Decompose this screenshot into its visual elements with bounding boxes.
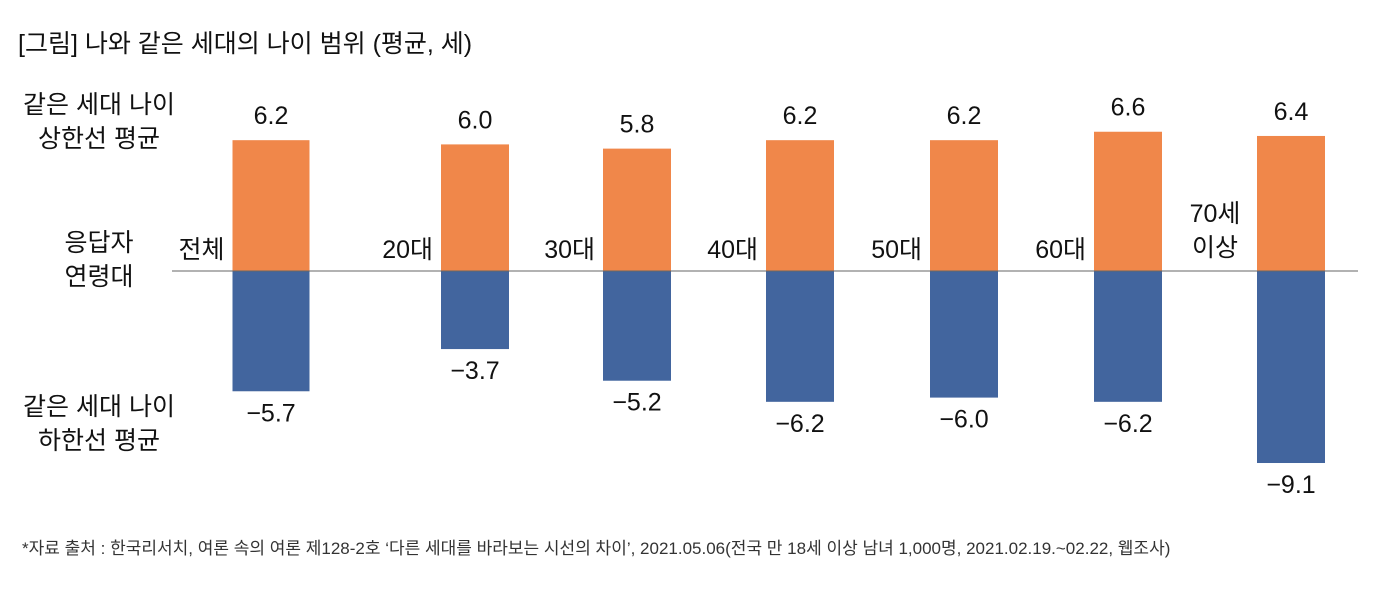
lower-label-line2: 하한선 평균 [38,427,160,455]
data-label: −5.7 [246,399,295,427]
data-label: 5.8 [620,111,655,139]
lower-bar [1257,271,1325,464]
upper-bar [1094,131,1162,271]
category-label: 30대 [544,236,595,264]
lower-bar [232,271,310,392]
upper-series-label: 같은 세대 나이 상한선 평균 [14,88,184,156]
data-label: −6.2 [775,410,824,438]
data-label: 6.0 [458,106,493,134]
lower-bar [766,271,834,402]
data-label: 6.2 [947,102,982,130]
category-label: 50대 [871,236,922,264]
lower-bar [603,271,671,381]
upper-bar [1257,135,1325,271]
upper-label-line2: 상한선 평균 [38,125,160,153]
axis-label-line2: 연령대 [64,263,134,291]
lower-label-line1: 같은 세대 나이 [23,393,175,421]
chart-title: [그림] 나와 같은 세대의 나이 범위 (평균, 세) [18,30,473,58]
data-label: −6.2 [1103,410,1152,438]
data-label: −3.7 [450,357,499,385]
data-label: −9.1 [1266,471,1315,499]
lower-bar [930,271,998,398]
data-label: 6.2 [783,102,818,130]
category-label: 60대 [1035,236,1086,264]
data-label: 6.4 [1274,98,1309,126]
category-label: 40대 [707,236,758,264]
category-label: 20대 [382,236,433,264]
upper-bar [930,140,998,271]
lower-bar [1094,271,1162,402]
data-label: 6.6 [1111,94,1146,122]
data-label: 6.2 [254,102,289,130]
upper-bar [441,144,509,271]
category-label: 전체 [178,236,224,264]
category-label: 70세 [1190,200,1241,228]
data-label: −6.0 [939,406,988,434]
upper-bar [232,140,310,271]
footnote: *자료 출처 : 한국리서치, 여론 속의 여론 제128-2호 ‘다른 세대를… [22,539,1171,558]
data-label: −5.2 [612,389,661,417]
axis-label-line1: 응답자 [64,229,134,257]
category-label: 이상 [1192,234,1238,262]
upper-bar [603,148,671,271]
lower-series-label: 같은 세대 나이 하한선 평균 [14,390,184,458]
category-axis-label: 응답자 연령대 [14,226,184,294]
upper-bar [766,140,834,271]
lower-bar [441,271,509,350]
upper-label-line1: 같은 세대 나이 [23,91,175,119]
